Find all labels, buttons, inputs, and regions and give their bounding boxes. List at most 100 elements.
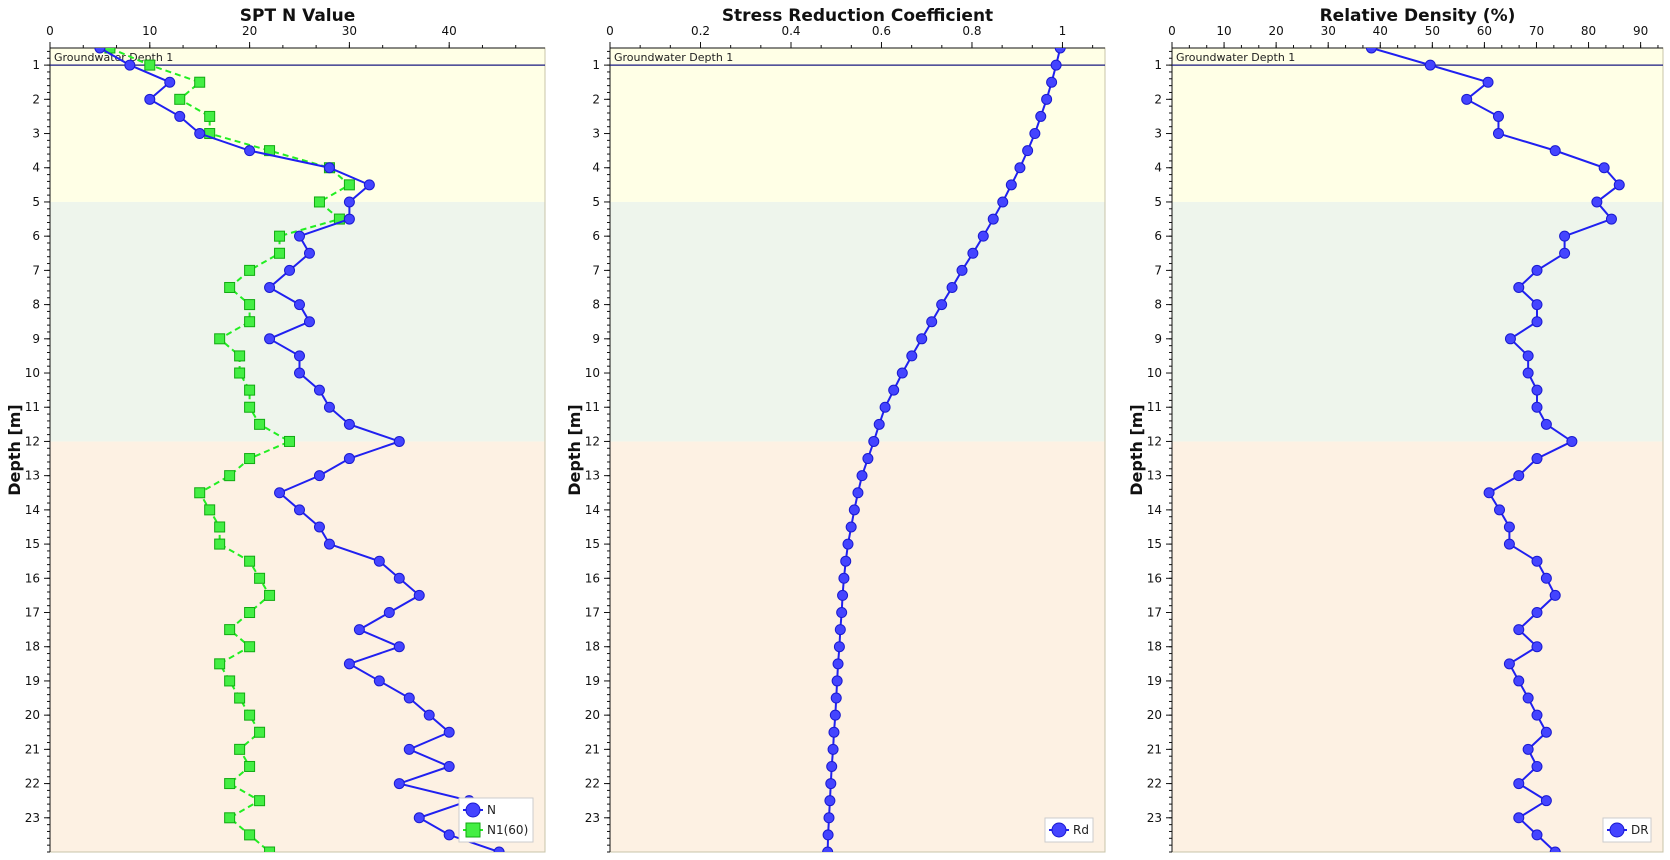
data-point-Rd	[828, 726, 840, 738]
y-tick-label: 23	[25, 811, 40, 825]
legend-label: N1(60)	[487, 823, 528, 837]
y-tick-label: 5	[1154, 195, 1162, 209]
x-tick-label: 0.2	[691, 24, 710, 38]
data-point-Rd	[977, 230, 989, 242]
y-tick-label: 16	[25, 571, 40, 585]
data-point-Rd	[826, 760, 838, 772]
y-tick-label: 19	[1147, 674, 1162, 688]
y-tick-label: 9	[592, 332, 600, 346]
data-point-Rd	[822, 846, 834, 852]
legend-marker-circle	[1051, 822, 1067, 838]
y-tick-label: 17	[25, 606, 40, 620]
x-tick-label: 10	[142, 24, 157, 38]
y-tick-label: 3	[592, 127, 600, 141]
data-point-Rd	[827, 743, 839, 755]
data-point-N1(60)	[244, 760, 256, 772]
data-point-Rd	[824, 795, 836, 807]
y-tick-label: 15	[585, 537, 600, 551]
data-point-Rd	[838, 572, 850, 584]
x-tick-label: 40	[442, 24, 457, 38]
data-point-N1(60)	[214, 521, 226, 533]
data-point-N1(60)	[244, 709, 256, 721]
x-tick-label: 0	[1168, 24, 1176, 38]
data-point-DR	[1531, 384, 1543, 396]
data-point-N1(60)	[234, 350, 246, 362]
y-tick-label: 4	[32, 161, 40, 175]
data-point-Rd	[1022, 145, 1034, 157]
data-point-DR	[1424, 59, 1436, 71]
data-point-Rd	[946, 281, 958, 293]
panel-3: Relative Density (%) 0 10 20 30 40 50 60 70 80 90 1…	[1127, 6, 1664, 853]
data-point-N	[244, 145, 256, 157]
data-point-Rd	[1041, 93, 1053, 105]
data-point-Rd	[852, 487, 864, 499]
data-point-N1(60)	[264, 846, 276, 852]
data-point-Rd	[868, 435, 880, 447]
y-tick-label: 10	[1147, 366, 1162, 380]
data-point-N1(60)	[244, 299, 256, 311]
data-point-Rd	[1014, 162, 1026, 174]
data-point-N1(60)	[214, 333, 226, 345]
data-point-N1(60)	[274, 230, 286, 242]
data-point-Rd	[836, 607, 848, 619]
y-axis-label: Depth [m]	[1127, 404, 1146, 496]
data-point-N1(60)	[234, 692, 246, 704]
data-point-N	[313, 521, 325, 533]
data-point-DR	[1531, 829, 1543, 841]
data-point-N1(60)	[234, 743, 246, 755]
y-tick-label: 6	[1154, 229, 1162, 243]
data-point-N	[443, 760, 455, 772]
data-point-N	[144, 93, 156, 105]
data-point-N1(60)	[274, 247, 286, 259]
soil-layer-band	[50, 201, 545, 442]
data-point-N1(60)	[204, 110, 216, 122]
data-point-N	[443, 726, 455, 738]
y-tick-label: 7	[1154, 263, 1162, 277]
data-point-DR	[1531, 401, 1543, 413]
y-tick-label: 2	[1154, 92, 1162, 106]
x-tick-label: 1	[1059, 24, 1067, 38]
data-point-DR	[1540, 795, 1552, 807]
legend: N N1(60)	[458, 797, 534, 843]
data-point-N	[343, 418, 355, 430]
data-point-N	[403, 692, 415, 704]
data-point-Rd	[840, 555, 852, 567]
data-point-Rd	[936, 299, 948, 311]
data-point-N1(60)	[214, 658, 226, 670]
x-tick-label: 0.6	[872, 24, 891, 38]
legend-marker-circle	[465, 802, 481, 818]
y-tick-label: 12	[1147, 434, 1162, 448]
data-point-N	[293, 504, 305, 516]
data-point-N	[323, 538, 335, 550]
data-point-DR	[1513, 470, 1525, 482]
data-point-N1(60)	[244, 453, 256, 465]
y-tick-label: 16	[1147, 571, 1162, 585]
chart-title: Relative Density (%)	[1320, 6, 1516, 26]
data-point-N	[353, 624, 365, 636]
data-point-N	[413, 589, 425, 601]
y-tick-label: 14	[1147, 503, 1162, 517]
y-tick-label: 7	[592, 263, 600, 277]
y-tick-label: 23	[585, 811, 600, 825]
legend-label: DR	[1631, 823, 1649, 837]
y-tick-label: 14	[25, 503, 40, 517]
data-point-Rd	[822, 829, 834, 841]
y-tick-label: 10	[25, 366, 40, 380]
data-point-N	[194, 128, 206, 140]
soil-layer-band	[610, 441, 1105, 852]
data-point-Rd	[956, 264, 968, 276]
y-tick-label: 20	[1147, 708, 1162, 722]
data-point-N1(60)	[214, 538, 226, 550]
data-point-DR	[1494, 504, 1506, 516]
data-point-Rd	[833, 641, 845, 653]
data-point-N1(60)	[254, 795, 266, 807]
y-axis-label: Depth [m]	[565, 404, 584, 496]
data-point-Rd	[834, 624, 846, 636]
x-tick-label: 0.8	[962, 24, 981, 38]
data-point-DR	[1522, 367, 1534, 379]
data-point-Rd	[926, 316, 938, 328]
data-point-Rd	[829, 709, 841, 721]
data-point-DR	[1513, 624, 1525, 636]
data-point-DR	[1531, 264, 1543, 276]
